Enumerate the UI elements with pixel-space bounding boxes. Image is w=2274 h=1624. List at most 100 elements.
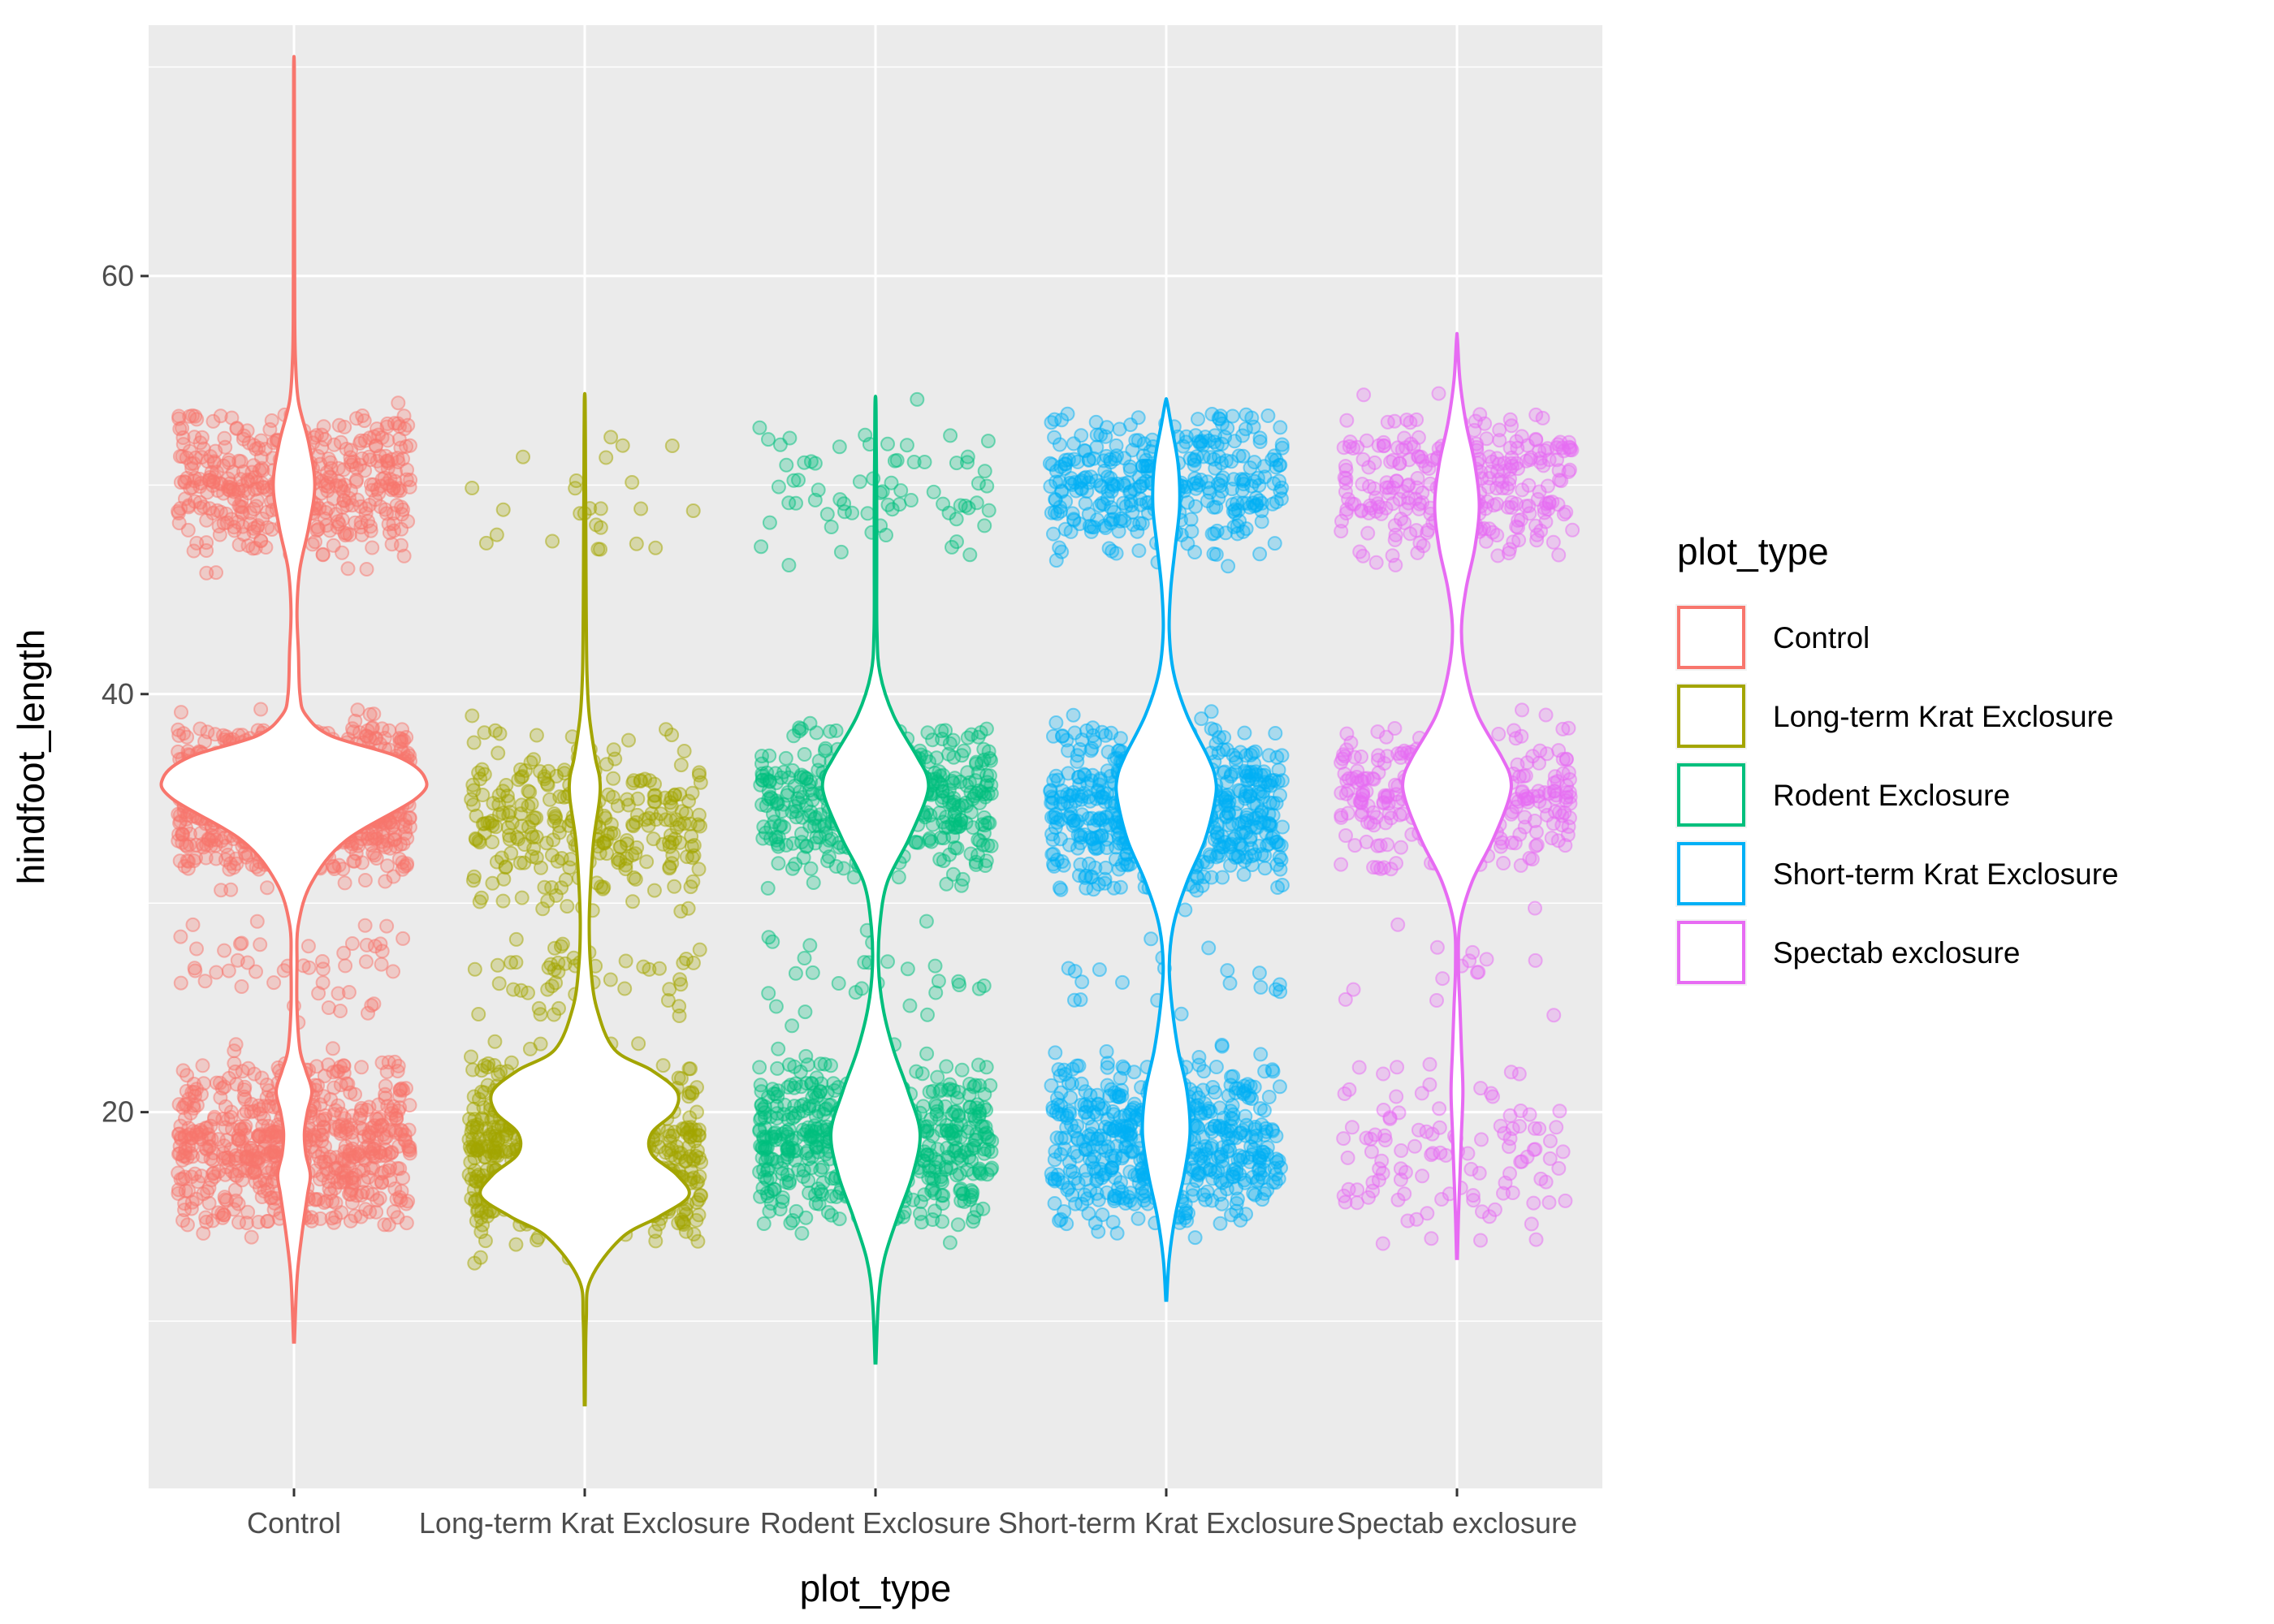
data-point bbox=[802, 1186, 817, 1201]
data-point bbox=[253, 702, 269, 717]
data-point bbox=[1066, 707, 1081, 723]
data-point bbox=[342, 490, 357, 506]
data-point bbox=[511, 831, 526, 847]
data-point bbox=[187, 430, 202, 445]
data-point bbox=[950, 1217, 966, 1233]
data-point bbox=[1235, 1085, 1251, 1100]
data-point bbox=[771, 839, 786, 854]
data-point bbox=[186, 543, 201, 559]
data-point bbox=[781, 558, 797, 572]
data-point bbox=[218, 729, 234, 745]
data-point bbox=[919, 1119, 935, 1134]
data-point bbox=[465, 708, 480, 723]
data-point bbox=[794, 1225, 810, 1241]
data-point bbox=[803, 775, 819, 789]
data-point bbox=[902, 998, 918, 1013]
data-point bbox=[466, 735, 482, 750]
data-point bbox=[386, 964, 400, 979]
data-point bbox=[1114, 1184, 1130, 1199]
data-point bbox=[682, 1085, 697, 1100]
data-point bbox=[772, 818, 787, 834]
data-point bbox=[1214, 1038, 1230, 1052]
data-point bbox=[805, 793, 820, 808]
data-point bbox=[755, 831, 771, 846]
data-point bbox=[752, 1060, 767, 1075]
data-point bbox=[977, 464, 992, 479]
data-point bbox=[606, 771, 621, 786]
data-point bbox=[1057, 1067, 1073, 1082]
data-point bbox=[181, 853, 197, 869]
data-point bbox=[788, 965, 803, 981]
data-point bbox=[809, 725, 824, 741]
data-point bbox=[1185, 1188, 1200, 1203]
data-point bbox=[363, 477, 378, 492]
data-point bbox=[492, 726, 508, 741]
data-point bbox=[821, 849, 837, 865]
data-point bbox=[589, 517, 604, 533]
data-point bbox=[551, 818, 567, 834]
data-point bbox=[495, 502, 511, 517]
data-point bbox=[236, 431, 251, 447]
data-point bbox=[309, 1059, 324, 1074]
data-point bbox=[220, 847, 236, 862]
data-point bbox=[311, 986, 326, 1001]
data-point bbox=[537, 771, 552, 787]
data-point bbox=[759, 798, 774, 814]
data-point bbox=[677, 744, 692, 758]
data-point bbox=[929, 1104, 945, 1119]
data-point bbox=[252, 1129, 267, 1144]
data-point bbox=[754, 749, 769, 764]
data-point bbox=[209, 965, 224, 980]
data-point bbox=[819, 1085, 835, 1100]
data-point bbox=[824, 520, 839, 534]
data-point bbox=[1079, 1191, 1095, 1207]
data-point bbox=[466, 1101, 482, 1116]
data-point bbox=[631, 1036, 646, 1052]
data-point bbox=[517, 855, 532, 870]
data-point bbox=[651, 1139, 667, 1155]
data-point bbox=[181, 498, 197, 513]
data-point bbox=[593, 542, 607, 557]
data-point bbox=[391, 395, 406, 411]
data-point bbox=[206, 1165, 222, 1181]
data-point bbox=[342, 1143, 357, 1158]
data-point bbox=[188, 1127, 204, 1142]
data-point bbox=[832, 492, 848, 508]
data-point bbox=[359, 562, 374, 577]
data-point bbox=[227, 491, 242, 507]
data-point bbox=[259, 504, 275, 520]
data-point bbox=[795, 1122, 811, 1138]
data-point bbox=[693, 818, 707, 834]
data-point bbox=[754, 539, 769, 555]
data-point bbox=[188, 1191, 204, 1207]
data-point bbox=[276, 963, 292, 978]
data-point bbox=[1105, 1215, 1121, 1230]
data-point bbox=[1044, 1078, 1059, 1093]
data-point bbox=[471, 1007, 486, 1021]
data-point bbox=[218, 1120, 233, 1135]
data-point bbox=[935, 784, 950, 799]
data-point bbox=[629, 536, 644, 551]
data-point bbox=[340, 561, 356, 577]
data-point bbox=[244, 1229, 259, 1245]
data-point bbox=[253, 433, 269, 448]
data-point bbox=[887, 453, 902, 469]
data-point bbox=[913, 1194, 928, 1209]
data-point bbox=[891, 870, 906, 885]
data-point bbox=[1215, 1153, 1230, 1168]
data-point bbox=[325, 1041, 340, 1056]
data-point bbox=[785, 1018, 800, 1034]
data-point bbox=[254, 1070, 270, 1086]
data-point bbox=[473, 1138, 489, 1154]
data-point bbox=[974, 1166, 989, 1181]
data-point bbox=[521, 985, 535, 1000]
data-point bbox=[966, 1079, 982, 1095]
data-point bbox=[466, 869, 482, 884]
data-point bbox=[767, 1181, 782, 1197]
data-point bbox=[358, 501, 374, 516]
data-point bbox=[249, 914, 265, 929]
data-point bbox=[379, 918, 395, 934]
data-point bbox=[243, 516, 258, 531]
data-point bbox=[618, 953, 633, 969]
data-point bbox=[330, 520, 345, 535]
